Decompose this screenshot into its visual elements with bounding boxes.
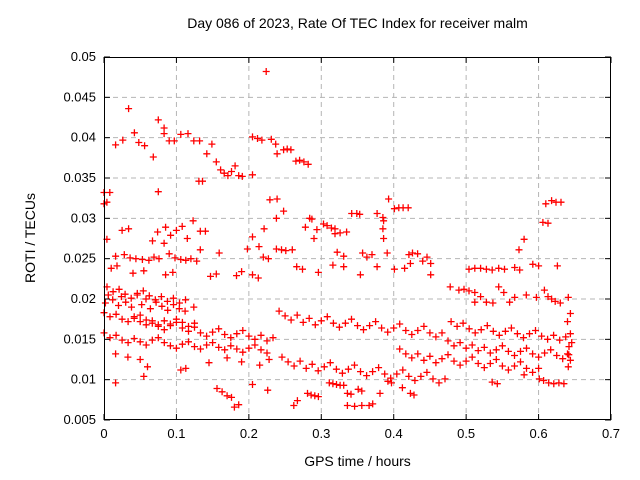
x-tick-label: 0.3	[312, 426, 330, 441]
y-tick-label: 0.04	[71, 130, 96, 145]
x-tick-label: 0.7	[602, 426, 620, 441]
x-tick-label: 0.2	[240, 426, 258, 441]
y-tick-label: 0.02	[71, 291, 96, 306]
scatter-points	[100, 68, 576, 411]
x-axis-title: GPS time / hours	[304, 453, 411, 469]
y-tick-label: 0.025	[63, 251, 96, 266]
y-tick-label: 0.015	[63, 331, 96, 346]
y-tick-label: 0.03	[71, 210, 96, 225]
x-tick-label: 0.1	[167, 426, 185, 441]
y-tick-label: 0.045	[63, 89, 96, 104]
x-tick-label: 0.4	[385, 426, 403, 441]
x-tick-label: 0.6	[530, 426, 548, 441]
y-tick-label: 0.01	[71, 372, 96, 387]
x-tick-label: 0.5	[457, 426, 475, 441]
chart-title: Day 086 of 2023, Rate Of TEC Index for r…	[187, 15, 528, 31]
y-tick-label: 0.005	[63, 412, 96, 427]
y-tick-label: 0.05	[71, 49, 96, 64]
x-tick-label: 0	[100, 426, 107, 441]
plot-border	[104, 57, 611, 420]
y-tick-label: 0.035	[63, 170, 96, 185]
